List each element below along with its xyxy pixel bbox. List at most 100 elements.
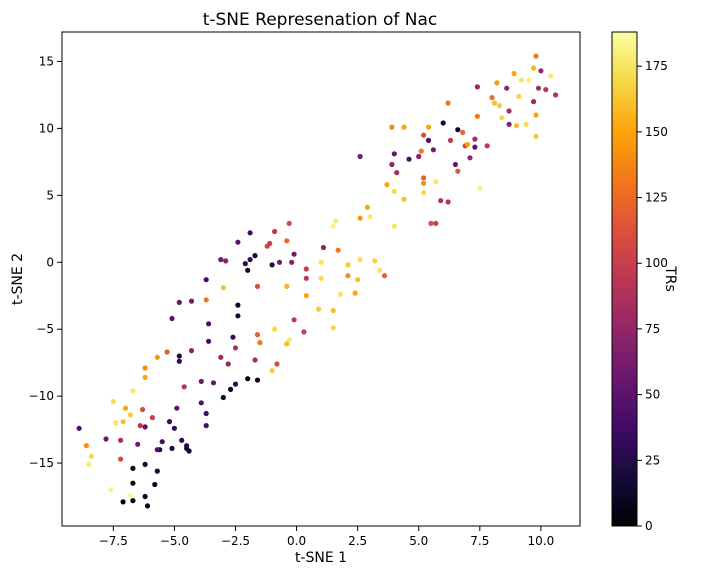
- data-point-32: [149, 415, 155, 421]
- data-point-46: [120, 419, 126, 425]
- data-point-93: [272, 228, 278, 235]
- data-point-141: [421, 132, 427, 138]
- data-point-108: [330, 307, 336, 314]
- data-point-34: [140, 406, 146, 413]
- data-point-14: [179, 437, 185, 443]
- data-point-6: [142, 461, 148, 467]
- data-point-143: [425, 137, 432, 143]
- data-point-35: [135, 441, 141, 447]
- data-point-70: [274, 361, 280, 367]
- data-point-111: [333, 218, 339, 224]
- data-point-41: [88, 453, 94, 459]
- data-point-24: [220, 394, 226, 401]
- y-tick-label: −10: [29, 389, 54, 403]
- data-point-132: [401, 124, 407, 130]
- data-point-101: [303, 266, 309, 272]
- data-point-49: [110, 398, 116, 405]
- data-point-138: [421, 180, 427, 186]
- data-point-80: [203, 297, 209, 303]
- x-axis-label: t-SNE 1: [295, 550, 347, 566]
- x-tick-label: −7.5: [99, 534, 128, 548]
- data-point-21: [198, 400, 204, 406]
- colorbar-tick-label: 175: [645, 59, 668, 73]
- data-point-168: [494, 80, 500, 86]
- data-point-12: [186, 448, 192, 454]
- data-point-174: [511, 70, 517, 77]
- data-point-158: [467, 155, 473, 161]
- data-point-140: [418, 148, 424, 154]
- data-point-113: [337, 291, 344, 297]
- data-point-81: [220, 285, 226, 291]
- data-point-109: [330, 325, 336, 331]
- y-tick-label: 5: [46, 188, 54, 202]
- data-point-39: [108, 487, 114, 493]
- data-point-177: [518, 77, 525, 83]
- data-point-175: [513, 123, 520, 129]
- data-point-176: [516, 93, 522, 99]
- data-points: [76, 53, 559, 509]
- data-point-110: [330, 223, 336, 229]
- data-point-171: [504, 85, 510, 91]
- data-point-84: [235, 239, 241, 245]
- data-point-52: [142, 365, 148, 371]
- data-point-26: [245, 376, 251, 382]
- data-point-15: [171, 425, 177, 431]
- data-point-51: [142, 374, 148, 380]
- data-point-17: [159, 439, 165, 445]
- data-point-86: [247, 257, 253, 263]
- data-point-54: [164, 349, 170, 355]
- data-point-63: [230, 334, 236, 340]
- data-point-137: [421, 175, 427, 181]
- data-point-189: [553, 92, 559, 98]
- data-point-162: [477, 186, 483, 192]
- data-point-133: [401, 196, 407, 202]
- data-point-122: [372, 258, 378, 264]
- data-point-8: [154, 468, 160, 474]
- data-point-18: [154, 447, 160, 453]
- data-point-75: [284, 341, 290, 347]
- data-point-25: [228, 386, 234, 392]
- data-point-65: [235, 302, 241, 308]
- data-point-104: [316, 306, 322, 312]
- data-point-76: [176, 299, 182, 305]
- x-tick-label: 5.0: [409, 534, 428, 548]
- data-point-27: [254, 377, 261, 383]
- data-point-182: [533, 112, 539, 118]
- data-point-23: [203, 423, 209, 429]
- data-point-125: [357, 153, 363, 160]
- data-point-38: [127, 492, 133, 498]
- data-point-178: [523, 121, 529, 127]
- data-point-61: [225, 361, 231, 367]
- x-tick-label: −2.5: [221, 534, 250, 548]
- data-point-115: [345, 273, 351, 279]
- data-point-56: [176, 358, 182, 364]
- data-point-2: [144, 503, 151, 509]
- data-point-112: [335, 247, 341, 253]
- data-point-83: [218, 257, 224, 263]
- data-point-107: [320, 244, 326, 251]
- data-point-139: [421, 190, 427, 196]
- data-point-19: [142, 424, 148, 430]
- data-point-31: [181, 384, 187, 390]
- data-point-22: [203, 410, 209, 417]
- data-point-183: [533, 133, 539, 139]
- data-point-55: [176, 353, 182, 359]
- data-point-67: [252, 357, 258, 363]
- x-axis: −7.5 −5.0 −2.5 0.0 2.5 5.0 7.5 10.0: [99, 526, 554, 548]
- data-point-160: [472, 136, 478, 142]
- data-point-79: [203, 277, 209, 283]
- data-point-136: [416, 153, 422, 160]
- data-point-131: [389, 124, 395, 130]
- data-point-7: [130, 465, 136, 471]
- data-point-172: [506, 121, 512, 127]
- data-point-167: [491, 100, 498, 106]
- data-point-100: [284, 283, 290, 289]
- data-point-53: [154, 354, 160, 360]
- data-point-151: [445, 199, 451, 205]
- colorbar-tick-label: 75: [645, 322, 660, 336]
- data-point-121: [367, 214, 373, 220]
- data-point-116: [352, 290, 358, 296]
- data-point-185: [535, 85, 542, 91]
- data-point-5: [152, 481, 158, 488]
- data-point-126: [384, 182, 390, 188]
